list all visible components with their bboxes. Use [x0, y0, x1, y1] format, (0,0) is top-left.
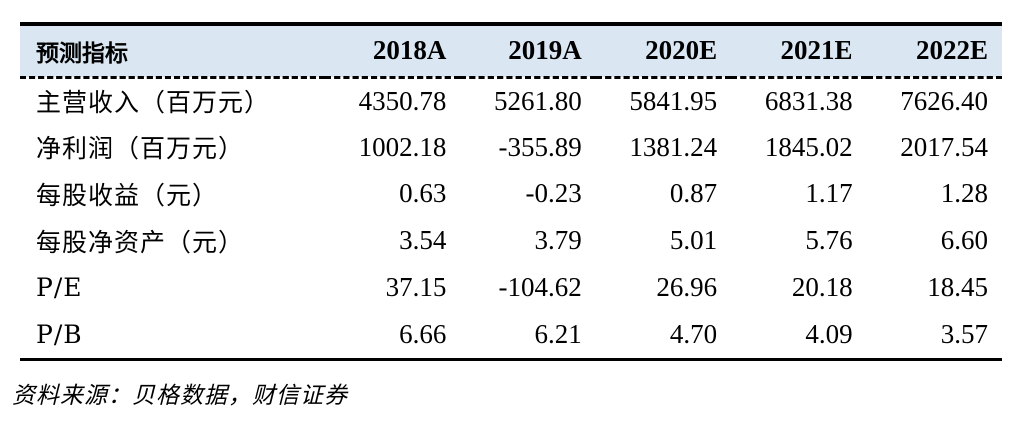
table-cell: 5261.80: [494, 85, 582, 116]
row-label: P/B: [36, 319, 83, 349]
table-cell: 1.28: [940, 178, 988, 209]
header-year: 2018A: [325, 26, 461, 79]
table-cell: -104.62: [498, 272, 582, 303]
table-cell: 6.60: [940, 225, 988, 256]
header-label: 预测指标: [20, 26, 325, 79]
forecast-table-frame: 预测指标 2018A 2019A 2020E 2021E 2022E 主营收入（…: [20, 22, 1002, 361]
table-cell: 1002.18: [358, 131, 447, 162]
table-cell: 4.09: [805, 318, 853, 349]
table-row: P/B 6.66 6.21 4.70 4.09 3.57: [20, 311, 1002, 358]
row-label: 主营收入（百万元）: [36, 88, 271, 118]
table-cell: 1.17: [805, 178, 853, 209]
table-cell: 37.15: [385, 272, 447, 303]
table-cell: 18.45: [927, 272, 988, 303]
table-cell: 1845.02: [764, 131, 853, 162]
table-cell: 5.76: [805, 225, 853, 256]
table-cell: 6.66: [399, 318, 447, 349]
header-year: 2022E: [866, 26, 1002, 79]
table-cell: -0.23: [525, 178, 582, 209]
row-label: 每股净资产（元）: [36, 227, 245, 257]
table-cell: 6831.38: [764, 85, 853, 116]
table-row: 每股净资产（元） 3.54 3.79 5.01 5.76 6.60: [20, 217, 1002, 264]
table-cell: 6.21: [534, 318, 582, 349]
table-cell: 2017.54: [900, 131, 988, 162]
top-rule: [20, 22, 1002, 26]
table-cell: 3.54: [399, 225, 447, 256]
table-row: P/E 37.15 -104.62 26.96 20.18 18.45: [20, 264, 1002, 311]
table-row: 每股收益（元） 0.63 -0.23 0.87 1.17 1.28: [20, 171, 1002, 218]
table-row: 主营收入（百万元） 4350.78 5261.80 5841.95 6831.3…: [20, 77, 1002, 124]
table-cell: 4.70: [669, 318, 718, 349]
table-cell: 5841.95: [629, 85, 718, 116]
source-note: 资料来源：贝格数据，财信证券: [12, 383, 348, 409]
table-cell: 4350.78: [358, 85, 447, 116]
table-cell: 5.01: [669, 225, 718, 256]
header-row: 预测指标 2018A 2019A 2020E 2021E 2022E: [20, 26, 1002, 79]
table-cell: -355.89: [498, 131, 582, 162]
forecast-table: 预测指标 2018A 2019A 2020E 2021E 2022E 主营收入（…: [20, 26, 1002, 358]
header-year: 2021E: [731, 26, 867, 79]
row-label: 净利润（百万元）: [36, 134, 245, 164]
header-year: 2020E: [595, 26, 732, 79]
table-cell: 0.87: [669, 178, 718, 209]
table-cell: 3.79: [534, 225, 582, 256]
row-label: 每股收益（元）: [36, 180, 219, 210]
bottom-rule: [20, 357, 1002, 361]
table-cell: 1381.24: [629, 131, 718, 162]
table-cell: 26.96: [656, 272, 718, 303]
row-label: P/E: [36, 273, 83, 303]
header-year: 2019A: [460, 26, 596, 79]
table-cell: 3.57: [940, 318, 988, 349]
table-row: 净利润（百万元） 1002.18 -355.89 1381.24 1845.02…: [20, 124, 1002, 171]
table-cell: 20.18: [791, 272, 853, 303]
table-cell: 7626.40: [900, 85, 988, 116]
table-cell: 0.63: [399, 178, 447, 209]
